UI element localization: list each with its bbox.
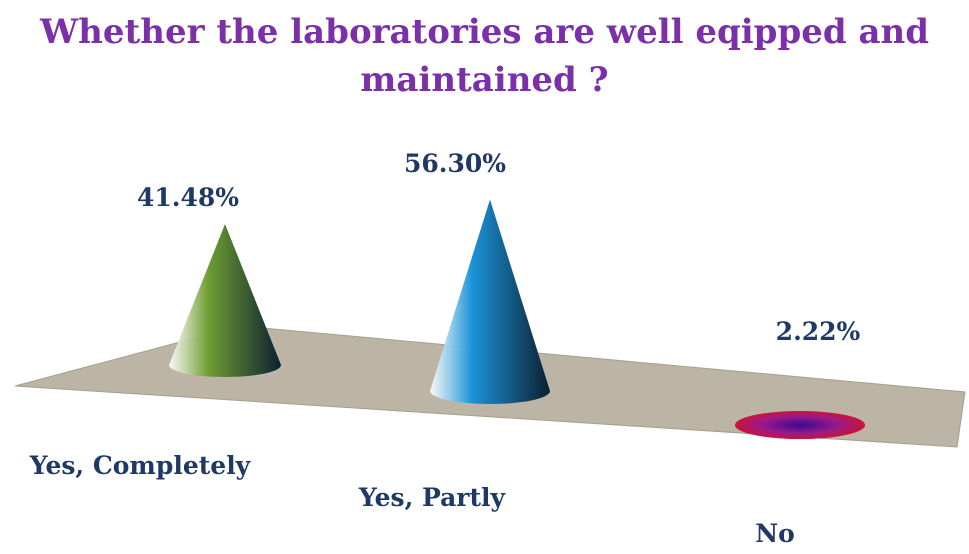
category-label: Yes, Completely	[29, 451, 252, 480]
category-label: No	[755, 519, 795, 548]
cone	[430, 199, 550, 404]
category-label: Yes, Partly	[358, 483, 507, 512]
chart-title: Whether the laboratories are well eqippe…	[39, 12, 929, 100]
data-label: 56.30%	[404, 149, 506, 178]
cone	[169, 223, 281, 377]
data-label: 2.22%	[776, 317, 861, 346]
cone-base	[735, 411, 865, 439]
data-label: 41.48%	[137, 183, 239, 212]
